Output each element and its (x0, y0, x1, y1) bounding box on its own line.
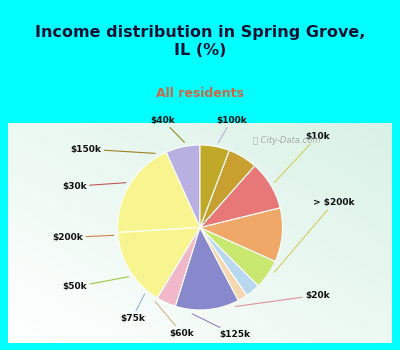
Text: $60k: $60k (155, 302, 194, 338)
Wedge shape (118, 152, 200, 232)
Wedge shape (200, 228, 275, 286)
Wedge shape (200, 228, 247, 301)
Wedge shape (118, 228, 200, 298)
Wedge shape (200, 166, 280, 228)
Wedge shape (176, 228, 238, 310)
Wedge shape (200, 150, 255, 228)
Text: $125k: $125k (192, 314, 250, 339)
Text: $75k: $75k (120, 294, 145, 323)
Wedge shape (166, 145, 200, 228)
Wedge shape (200, 145, 229, 228)
Text: $50k: $50k (62, 277, 129, 292)
Text: All residents: All residents (156, 88, 244, 100)
Text: $150k: $150k (71, 145, 155, 154)
Wedge shape (200, 228, 258, 295)
Text: > $200k: > $200k (274, 198, 354, 272)
Text: $30k: $30k (62, 182, 126, 191)
Text: $100k: $100k (216, 116, 247, 143)
Wedge shape (200, 208, 282, 261)
Text: Income distribution in Spring Grove,
IL (%): Income distribution in Spring Grove, IL … (35, 25, 365, 58)
Text: $200k: $200k (53, 233, 114, 242)
Text: ⓘ City-Data.com: ⓘ City-Data.com (253, 136, 320, 145)
Wedge shape (157, 228, 200, 306)
Text: $10k: $10k (274, 132, 330, 183)
Text: $20k: $20k (236, 290, 330, 307)
Text: $40k: $40k (150, 116, 184, 142)
